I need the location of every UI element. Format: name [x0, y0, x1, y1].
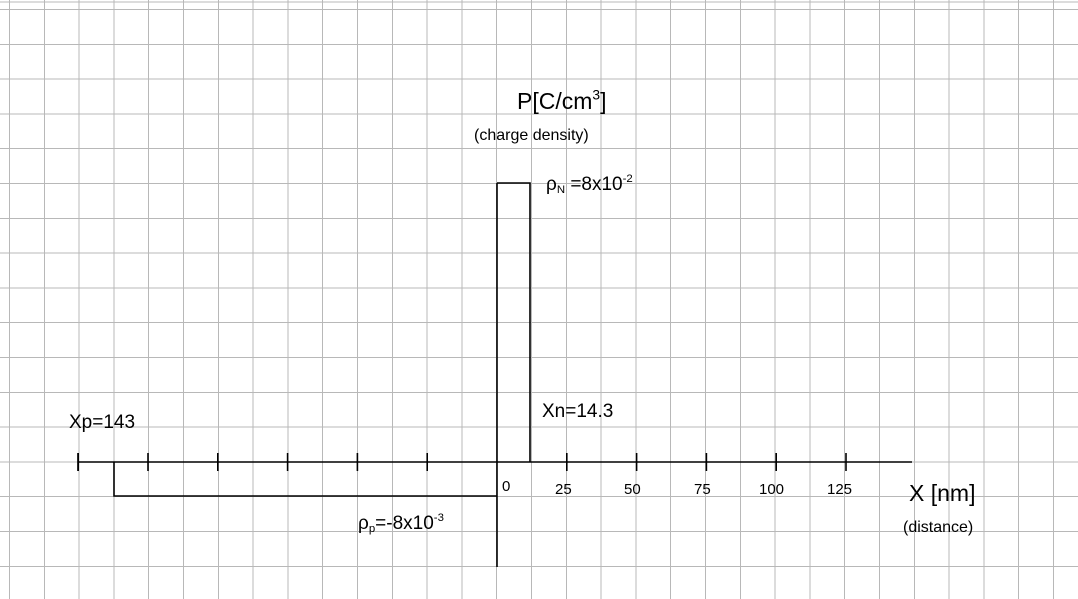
- x-tick-label: 75: [694, 481, 711, 498]
- x-tick-label: 125: [827, 481, 853, 498]
- y-axis-title-exponent: 3: [592, 87, 601, 103]
- y-axis-title-end: ]: [600, 88, 607, 114]
- x-tick-label: 25: [555, 481, 572, 498]
- y-axis-title-main: P[C/cm: [517, 88, 593, 114]
- rho-n-subscript: N: [556, 183, 566, 196]
- x-axis-subtitle: (distance): [903, 519, 974, 536]
- rho-n-label: ρN =8x10-2: [546, 173, 633, 196]
- n-region-rectangle: [497, 182, 531, 462]
- p-region-rectangle: [113, 462, 497, 497]
- x-axis-title: X [nm]: [909, 480, 976, 506]
- y-axis-subtitle: (charge density): [474, 127, 589, 144]
- rho-p-label: ρp=-8x10-3: [358, 512, 444, 535]
- rho-n-exponent: -2: [622, 173, 633, 186]
- rho-p-value: =-8x10: [375, 513, 434, 534]
- rho-n-value: =8x10: [565, 174, 623, 195]
- x-tick-label: 50: [624, 481, 641, 498]
- rho-p-exponent: -3: [433, 512, 444, 525]
- xn-label: Xn=14.3: [542, 401, 614, 422]
- y-axis-title: P[C/cm3]: [517, 87, 607, 114]
- rho-n-symbol: ρ: [546, 174, 557, 195]
- rho-p-subscript: p: [368, 522, 376, 535]
- xp-label: Xp=143: [69, 412, 136, 433]
- x-tick-label: 100: [759, 481, 785, 498]
- x-tick-label: 0: [502, 478, 511, 495]
- rho-p-symbol: ρ: [358, 513, 369, 534]
